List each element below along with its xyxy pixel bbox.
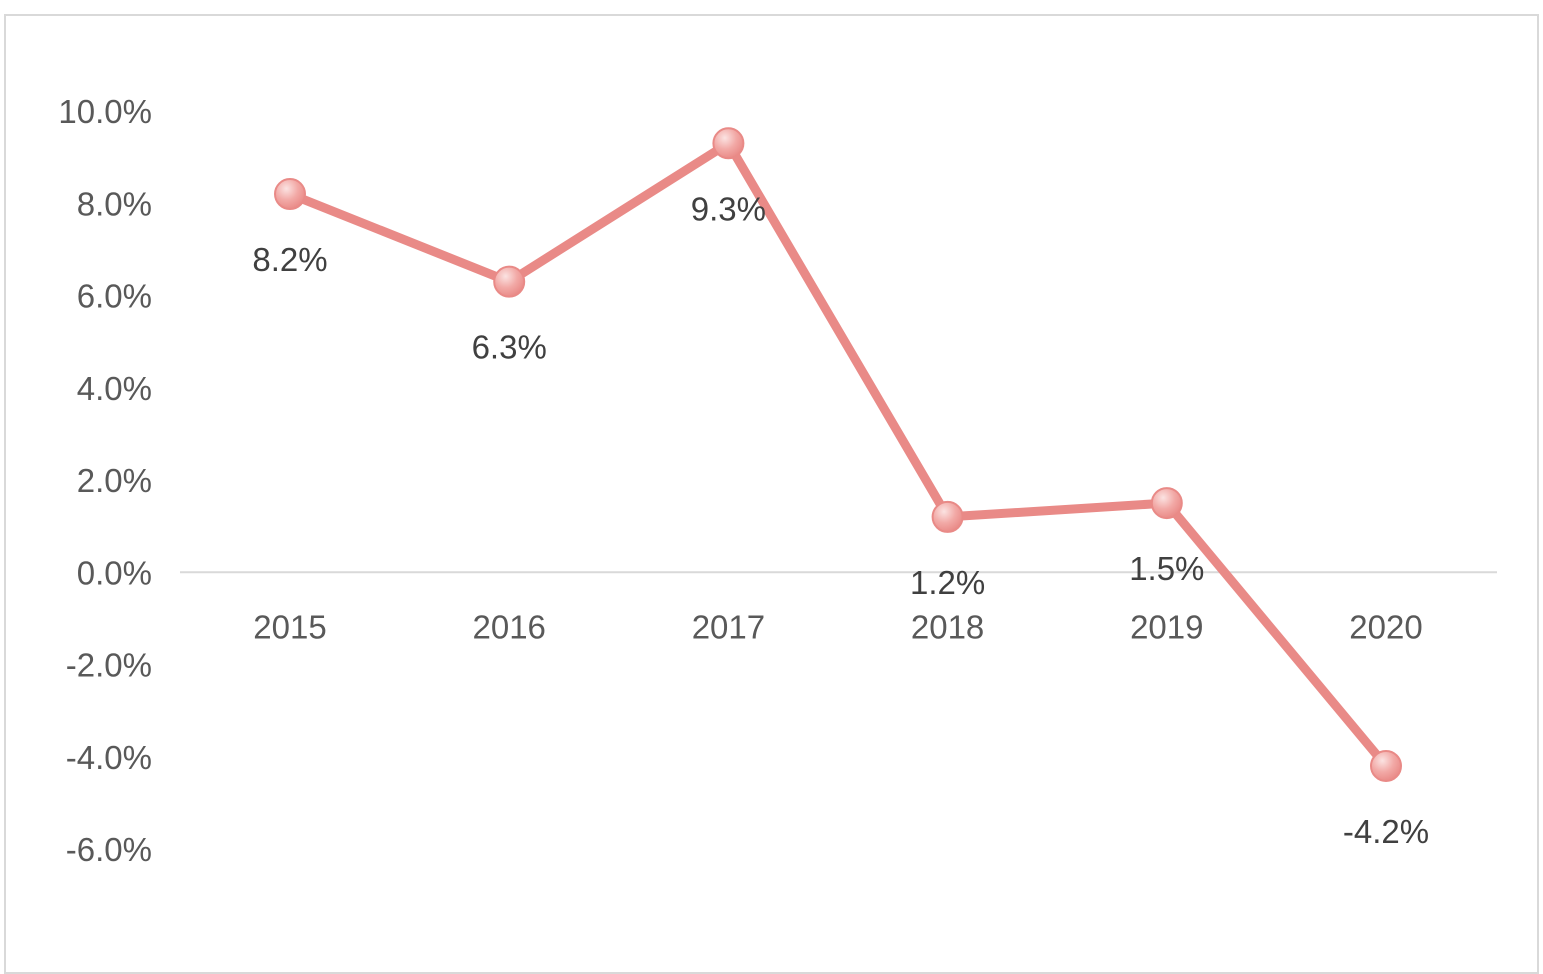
y-tick-label: -6.0% [66,831,152,868]
data-labels: 8.2% 6.3% 9.3% 1.2% 1.5% -4.2% [252,190,1429,850]
data-label: 1.2% [910,564,985,601]
x-tick-label: 2018 [911,608,984,645]
data-label: 1.5% [1129,550,1204,587]
y-tick-label: 8.0% [77,185,152,222]
x-tick-label: 2019 [1130,608,1203,645]
data-label: 9.3% [691,190,766,227]
y-tick-label: 10.0% [58,93,152,130]
data-point-marker [274,178,306,211]
x-tick-label: 2017 [692,608,765,645]
data-point-marker [493,265,526,298]
chart-frame [4,14,1539,974]
data-label: -4.2% [1343,813,1429,850]
data-points [274,127,1402,782]
y-tick-label: 2.0% [77,462,152,499]
x-tick-label: 2016 [472,608,545,645]
data-point-marker [1370,749,1402,782]
data-label: 6.3% [472,329,547,366]
y-tick-label: -4.0% [66,739,152,776]
y-axis: 10.0% 8.0% 6.0% 4.0% 2.0% 0.0% -2.0% -4.0% -6.0% [58,93,152,868]
x-tick-label: 2015 [253,608,326,645]
data-point-marker [712,127,745,160]
series-line [285,138,1391,771]
data-label: 8.2% [252,241,327,278]
y-tick-label: 4.0% [77,370,152,407]
data-point-marker [931,500,964,533]
y-tick-label: 0.0% [77,554,152,591]
y-tick-label: -2.0% [66,647,152,684]
data-point-marker [1150,487,1183,520]
y-tick-label: 6.0% [77,278,152,315]
x-axis: 2015 2016 2017 2018 2019 2020 [180,571,1497,645]
series-polyline [285,138,1391,771]
x-tick-label: 2020 [1349,608,1422,645]
